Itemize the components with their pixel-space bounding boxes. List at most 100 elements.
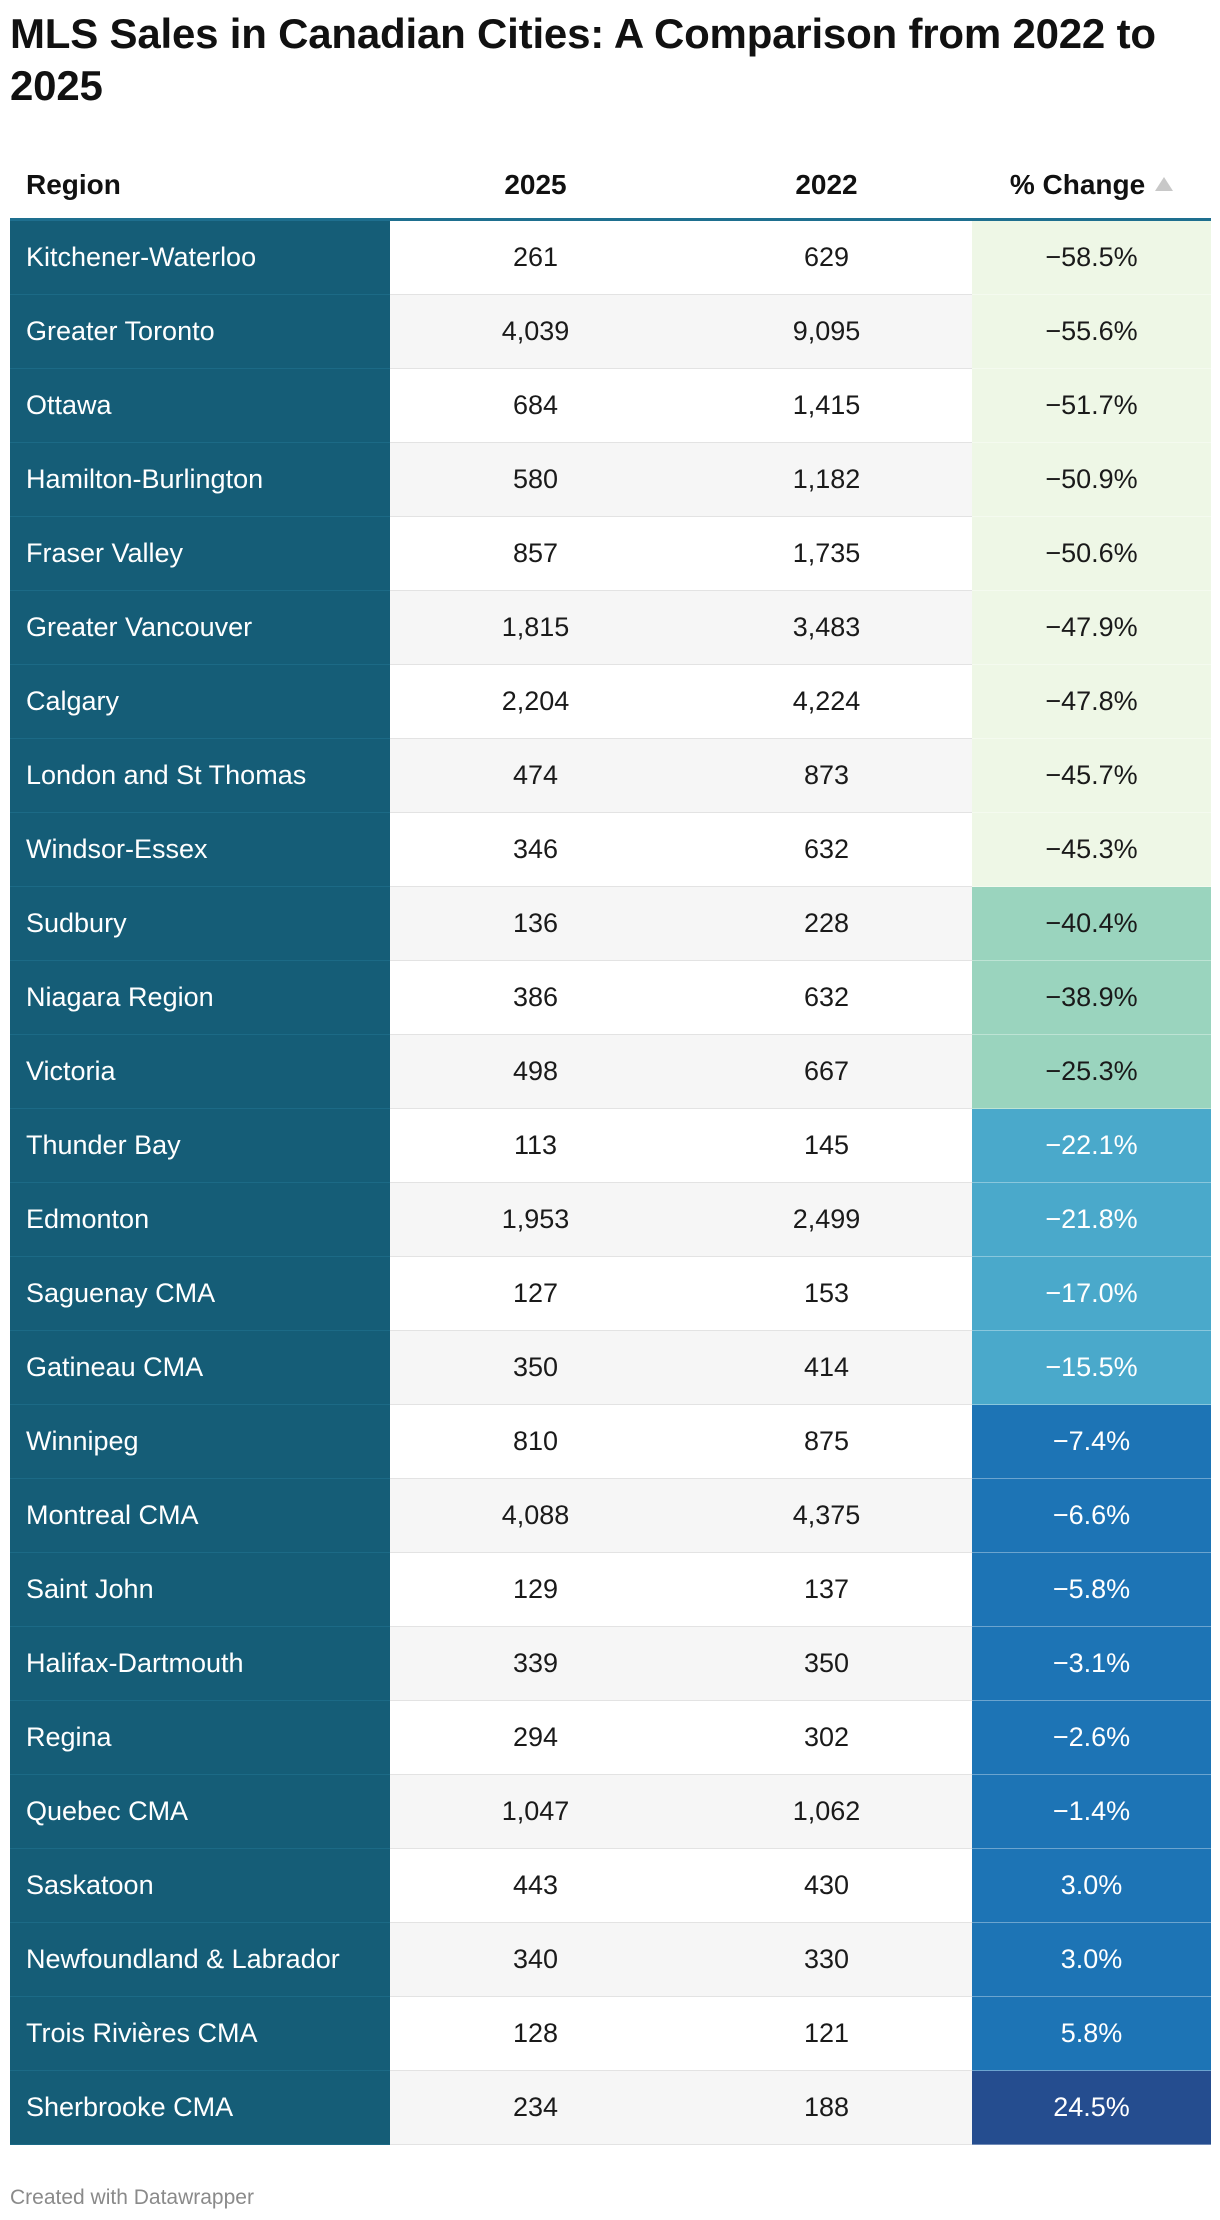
sales-2022-cell: 4,375 [681, 1478, 972, 1553]
region-cell: Windsor-Essex [10, 812, 390, 887]
percent-change-cell: −5.8% [972, 1552, 1211, 1627]
data-table-container: Region 2025 2022 % Change Kitchener-Wate… [10, 152, 1211, 2145]
sales-2025-cell: 1,815 [390, 590, 681, 665]
table-row: Victoria 498 667 −25.3% [10, 1034, 1211, 1109]
sales-2022-cell: 9,095 [681, 294, 972, 369]
percent-change-cell: −38.9% [972, 960, 1211, 1035]
sales-2025-cell: 128 [390, 1996, 681, 2071]
region-cell: Saint John [10, 1552, 390, 1627]
table-row: Halifax-Dartmouth 339 350 −3.1% [10, 1626, 1211, 1701]
footer-credit: Created with Datawrapper [10, 2186, 254, 2209]
table-row: Niagara Region 386 632 −38.9% [10, 960, 1211, 1035]
sales-2022-cell: 1,062 [681, 1774, 972, 1849]
region-cell: Trois Rivières CMA [10, 1996, 390, 2071]
sales-2025-cell: 1,953 [390, 1182, 681, 1257]
region-cell: Sudbury [10, 886, 390, 961]
percent-change-cell: −22.1% [972, 1108, 1211, 1183]
table-row: Regina 294 302 −2.6% [10, 1700, 1211, 1775]
table-row: Ottawa 684 1,415 −51.7% [10, 368, 1211, 443]
table-header: Region 2025 2022 % Change [10, 152, 1211, 221]
percent-change-cell: −6.6% [972, 1478, 1211, 1553]
header-row: Region 2025 2022 % Change [10, 152, 1211, 221]
percent-change-cell: −2.6% [972, 1700, 1211, 1775]
sales-2025-cell: 129 [390, 1552, 681, 1627]
table-row: Montreal CMA 4,088 4,375 −6.6% [10, 1478, 1211, 1553]
sales-2025-cell: 346 [390, 812, 681, 887]
sales-2022-cell: 632 [681, 812, 972, 887]
percent-change-cell: −3.1% [972, 1626, 1211, 1701]
region-cell: Quebec CMA [10, 1774, 390, 1849]
table-row: Newfoundland & Labrador 340 330 3.0% [10, 1922, 1211, 1997]
column-header-2025[interactable]: 2025 [390, 152, 681, 221]
table-row: Saguenay CMA 127 153 −17.0% [10, 1256, 1211, 1331]
percent-change-cell: 3.0% [972, 1848, 1211, 1923]
percent-change-cell: −17.0% [972, 1256, 1211, 1331]
sales-2025-cell: 857 [390, 516, 681, 591]
region-cell: London and St Thomas [10, 738, 390, 813]
sales-2022-cell: 414 [681, 1330, 972, 1405]
table-row: Sudbury 136 228 −40.4% [10, 886, 1211, 961]
region-cell: Sherbrooke CMA [10, 2070, 390, 2145]
percent-change-cell: −7.4% [972, 1404, 1211, 1479]
sales-2025-cell: 294 [390, 1700, 681, 1775]
sales-2022-cell: 4,224 [681, 664, 972, 739]
sales-2022-cell: 137 [681, 1552, 972, 1627]
sales-2022-cell: 1,735 [681, 516, 972, 591]
sales-2022-cell: 1,182 [681, 442, 972, 517]
column-header-region[interactable]: Region [10, 152, 390, 221]
sales-2025-cell: 4,088 [390, 1478, 681, 1553]
sales-2022-cell: 875 [681, 1404, 972, 1479]
table-row: Fraser Valley 857 1,735 −50.6% [10, 516, 1211, 591]
percent-change-cell: −50.9% [972, 442, 1211, 517]
table-row: Greater Vancouver 1,815 3,483 −47.9% [10, 590, 1211, 665]
table-row: Thunder Bay 113 145 −22.1% [10, 1108, 1211, 1183]
region-cell: Halifax-Dartmouth [10, 1626, 390, 1701]
sales-2025-cell: 113 [390, 1108, 681, 1183]
sales-2025-cell: 443 [390, 1848, 681, 1923]
region-cell: Ottawa [10, 368, 390, 443]
sales-2025-cell: 2,204 [390, 664, 681, 739]
percent-change-cell: −50.6% [972, 516, 1211, 591]
sales-2022-cell: 632 [681, 960, 972, 1035]
percent-change-cell: −15.5% [972, 1330, 1211, 1405]
sales-2022-cell: 145 [681, 1108, 972, 1183]
sales-2025-cell: 340 [390, 1922, 681, 1997]
table-row: Edmonton 1,953 2,499 −21.8% [10, 1182, 1211, 1257]
percent-change-cell: −21.8% [972, 1182, 1211, 1257]
percent-change-cell: −55.6% [972, 294, 1211, 369]
sales-2022-cell: 667 [681, 1034, 972, 1109]
table-row: Greater Toronto 4,039 9,095 −55.6% [10, 294, 1211, 369]
table-row: Quebec CMA 1,047 1,062 −1.4% [10, 1774, 1211, 1849]
sales-2025-cell: 127 [390, 1256, 681, 1331]
table-row: Calgary 2,204 4,224 −47.8% [10, 664, 1211, 739]
region-cell: Fraser Valley [10, 516, 390, 591]
region-cell: Niagara Region [10, 960, 390, 1035]
percent-change-cell: −1.4% [972, 1774, 1211, 1849]
column-header-2022[interactable]: 2022 [681, 152, 972, 221]
table-row: Hamilton-Burlington 580 1,182 −50.9% [10, 442, 1211, 517]
region-cell: Saguenay CMA [10, 1256, 390, 1331]
table-row: Sherbrooke CMA 234 188 24.5% [10, 2070, 1211, 2145]
percent-change-cell: 24.5% [972, 2070, 1211, 2145]
table-row: Saint John 129 137 −5.8% [10, 1552, 1211, 1627]
table-body: Kitchener-Waterloo 261 629 −58.5% Greater To… [10, 219, 1211, 2145]
table-row: Kitchener-Waterloo 261 629 −58.5% [10, 219, 1211, 295]
sales-2025-cell: 810 [390, 1404, 681, 1479]
sales-2025-cell: 498 [390, 1034, 681, 1109]
region-cell: Greater Vancouver [10, 590, 390, 665]
sales-2025-cell: 350 [390, 1330, 681, 1405]
percent-change-cell: −25.3% [972, 1034, 1211, 1109]
sales-2025-cell: 386 [390, 960, 681, 1035]
table-row: Windsor-Essex 346 632 −45.3% [10, 812, 1211, 887]
sort-ascending-icon[interactable] [1155, 176, 1174, 191]
sales-2025-cell: 261 [390, 219, 681, 295]
chart-title: MLS Sales in Canadian Cities: A Comparis… [10, 10, 1156, 109]
column-header-change[interactable]: % Change [972, 152, 1211, 221]
region-cell: Greater Toronto [10, 294, 390, 369]
percent-change-cell: −45.7% [972, 738, 1211, 813]
percent-change-cell: −47.9% [972, 590, 1211, 665]
region-cell: Montreal CMA [10, 1478, 390, 1553]
region-cell: Hamilton-Burlington [10, 442, 390, 517]
sales-2022-cell: 2,499 [681, 1182, 972, 1257]
sales-2022-cell: 188 [681, 2070, 972, 2145]
